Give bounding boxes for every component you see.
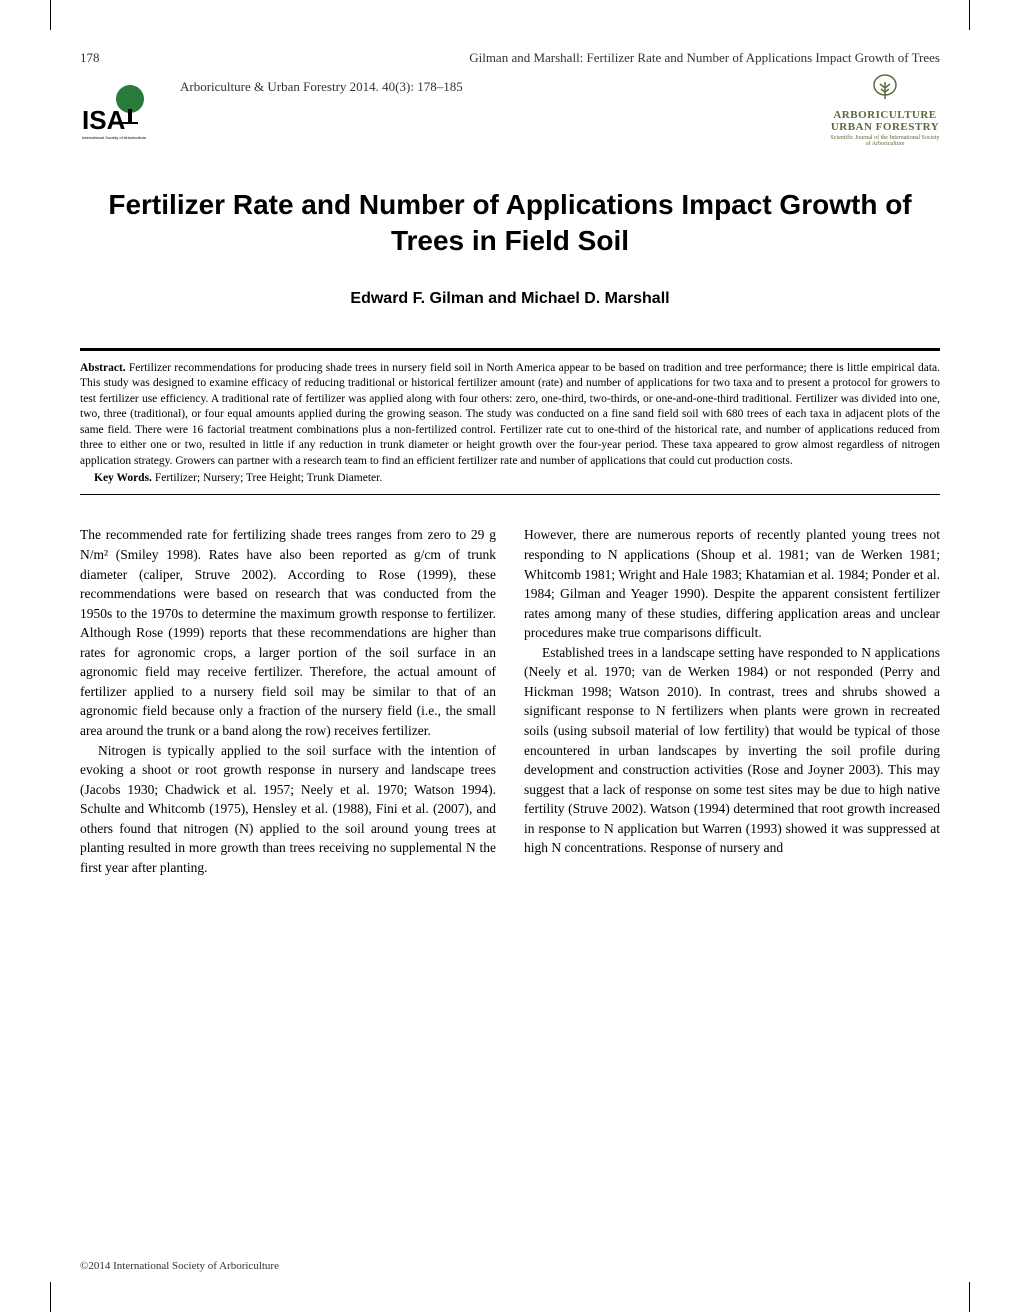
page-header: 178 Gilman and Marshall: Fertilizer Rate… <box>80 50 940 66</box>
body-text-columns: The recommended rate for fertilizing sha… <box>80 525 940 877</box>
svg-text:ISA: ISA <box>82 105 126 135</box>
keywords-body: Fertilizer; Nursery; Tree Height; Trunk … <box>152 472 382 484</box>
keywords-label: Key Words. <box>94 472 152 484</box>
article-authors: Edward F. Gilman and Michael D. Marshall <box>80 290 940 308</box>
auf-logo-text-3: Scientific Journal of the International … <box>830 135 940 147</box>
isa-logo-icon: ISA International Society of Arboricultu… <box>80 74 150 144</box>
body-paragraph: The recommended rate for fertilizing sha… <box>80 525 496 740</box>
keywords-paragraph: Key Words. Fertilizer; Nursery; Tree Hei… <box>80 472 940 484</box>
page-number: 178 <box>80 50 100 66</box>
column-left: The recommended rate for fertilizing sha… <box>80 525 496 877</box>
abstract-paragraph: Abstract. Fertilizer recommendations for… <box>80 361 940 470</box>
auf-logo: ARBORICULTURE URBAN FORESTRY Scientific … <box>830 74 940 147</box>
crop-mark <box>969 1282 970 1312</box>
abstract-label: Abstract. <box>80 362 126 374</box>
crop-mark <box>969 0 970 30</box>
body-paragraph: Nitrogen is typically applied to the soi… <box>80 741 496 878</box>
abstract-section: Abstract. Fertilizer recommendations for… <box>80 348 940 496</box>
body-paragraph: Established trees in a landscape setting… <box>524 643 940 858</box>
auf-tree-icon <box>870 74 900 104</box>
header-logos-row: ISA International Society of Arboricultu… <box>80 74 940 147</box>
auf-logo-text-2: URBAN FORESTRY <box>830 121 940 133</box>
article-title: Fertilizer Rate and Number of Applicatio… <box>80 187 940 260</box>
crop-mark <box>50 1282 51 1312</box>
svg-text:International Society of Arbor: International Society of Arboriculture <box>82 135 147 140</box>
running-head: Gilman and Marshall: Fertilizer Rate and… <box>469 50 940 66</box>
crop-mark <box>50 0 51 30</box>
isa-logo: ISA International Society of Arboricultu… <box>80 74 150 144</box>
auf-logo-text-1: ARBORICULTURE <box>830 109 940 121</box>
abstract-body: Fertilizer recommendations for producing… <box>80 362 940 467</box>
page-footer: ©2014 International Society of Arboricul… <box>80 1260 279 1272</box>
body-paragraph: However, there are numerous reports of r… <box>524 525 940 642</box>
journal-citation: Arboriculture & Urban Forestry 2014. 40(… <box>150 74 830 95</box>
column-right: However, there are numerous reports of r… <box>524 525 940 877</box>
